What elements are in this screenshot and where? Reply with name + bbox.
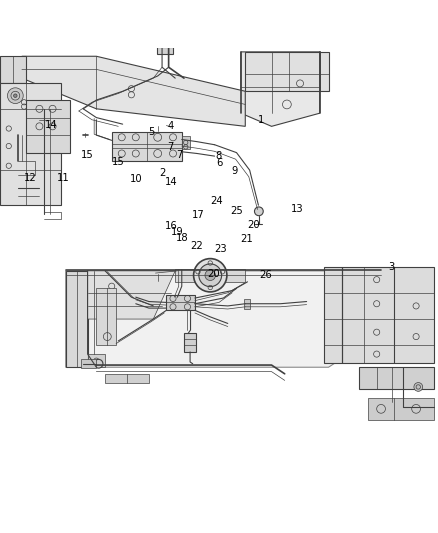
Text: 2: 2 <box>159 168 165 178</box>
Text: 6: 6 <box>216 158 222 168</box>
Circle shape <box>414 383 423 391</box>
Text: 17: 17 <box>192 210 205 220</box>
Text: 18: 18 <box>176 233 188 243</box>
Polygon shape <box>184 333 196 352</box>
Text: 5: 5 <box>148 127 154 136</box>
Text: 15: 15 <box>112 157 125 167</box>
Polygon shape <box>96 288 116 345</box>
Polygon shape <box>245 52 328 91</box>
Polygon shape <box>88 271 175 319</box>
Polygon shape <box>88 354 105 367</box>
Circle shape <box>7 88 23 103</box>
Polygon shape <box>26 100 70 152</box>
Text: 22: 22 <box>190 241 203 252</box>
Polygon shape <box>105 374 149 383</box>
Text: 23: 23 <box>214 244 226 254</box>
Circle shape <box>94 359 103 368</box>
Text: 10: 10 <box>130 174 142 184</box>
Text: 7: 7 <box>177 150 183 160</box>
Circle shape <box>14 94 17 98</box>
Circle shape <box>194 259 227 292</box>
Polygon shape <box>368 398 434 420</box>
Text: 8: 8 <box>216 151 222 160</box>
Text: 25: 25 <box>230 206 243 216</box>
Text: 9: 9 <box>231 166 237 176</box>
Bar <box>182 136 190 149</box>
Text: 20: 20 <box>208 269 220 279</box>
Polygon shape <box>0 83 61 205</box>
Polygon shape <box>0 56 26 83</box>
Circle shape <box>205 270 215 280</box>
Text: 4: 4 <box>168 122 174 131</box>
Text: 11: 11 <box>57 173 70 183</box>
Polygon shape <box>166 295 195 310</box>
Text: 15: 15 <box>81 150 94 160</box>
Text: 16: 16 <box>165 221 178 231</box>
Circle shape <box>254 207 263 216</box>
Text: 1: 1 <box>258 115 264 125</box>
Text: 13: 13 <box>291 204 303 214</box>
Text: 19: 19 <box>171 228 184 237</box>
Polygon shape <box>241 52 320 126</box>
Text: 20: 20 <box>248 220 260 230</box>
Text: 7: 7 <box>168 142 174 152</box>
Text: 24: 24 <box>210 196 223 206</box>
Text: 21: 21 <box>240 235 253 244</box>
Text: 14: 14 <box>165 177 177 188</box>
Circle shape <box>199 264 222 287</box>
Polygon shape <box>81 359 96 368</box>
Text: 12: 12 <box>23 173 36 183</box>
Polygon shape <box>175 269 245 282</box>
Text: 26: 26 <box>259 270 272 280</box>
Polygon shape <box>66 271 403 367</box>
Polygon shape <box>112 132 182 160</box>
Polygon shape <box>359 367 434 389</box>
Polygon shape <box>66 271 88 367</box>
Text: 14: 14 <box>46 120 58 131</box>
Bar <box>244 299 250 309</box>
Text: 3: 3 <box>388 262 394 272</box>
Polygon shape <box>22 56 245 126</box>
Bar <box>157 47 173 54</box>
Polygon shape <box>324 266 434 363</box>
